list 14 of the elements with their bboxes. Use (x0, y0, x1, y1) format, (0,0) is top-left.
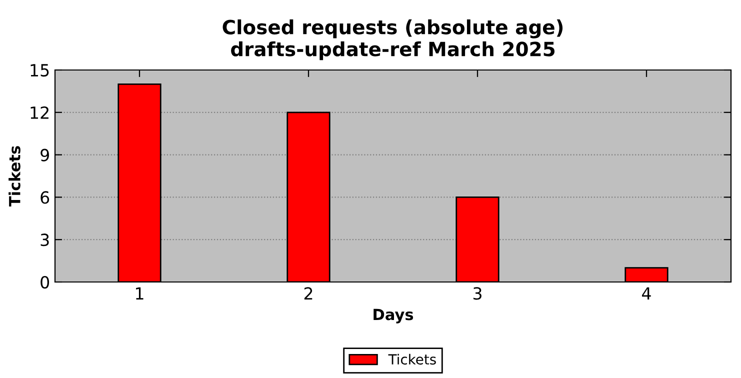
y-tick-label: 12 (30, 106, 48, 119)
y-tick-label: 9 (40, 148, 49, 162)
y-axis-title: Tickets (8, 146, 20, 207)
x-tick-label: 1 (136, 287, 144, 300)
legend-label: Tickets (388, 354, 436, 365)
x-axis-title: Days (374, 308, 414, 324)
y-tick-label: 15 (30, 64, 49, 77)
y-tick-label: 3 (40, 234, 49, 246)
y-tick-label: 0 (40, 276, 50, 289)
x-tick-label: 4 (642, 287, 651, 300)
chart-title: Closed requests (absolute age) drafts-update-ref March 2025 (222, 19, 563, 60)
y-tick-label: 6 (40, 191, 50, 204)
x-tick-label: 2 (304, 287, 312, 300)
x-tick-label: 3 (473, 287, 482, 300)
